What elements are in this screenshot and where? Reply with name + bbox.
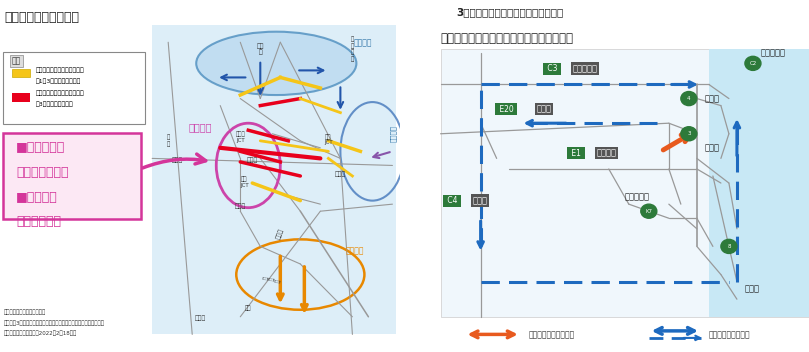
Text: 都
夫: 都 夫	[167, 135, 170, 147]
Circle shape	[721, 239, 737, 253]
Bar	[12, 69, 30, 77]
Text: 首都圏ネットワークを活用したう回の事例: 首都圏ネットワークを活用したう回の事例	[441, 32, 574, 45]
Text: 中央道: 中央道	[536, 105, 552, 114]
Text: K7: K7	[646, 209, 652, 214]
Text: 東京外環道: 東京外環道	[573, 64, 598, 73]
Text: 新宿線: 新宿線	[705, 94, 720, 103]
FancyBboxPatch shape	[152, 25, 396, 334]
Text: 技術検討委員会（2022年2月18日）: 技術検討委員会（2022年2月18日）	[4, 331, 77, 337]
Text: 新宿線: 新宿線	[247, 157, 258, 163]
Text: 東側区間: 東側区間	[390, 125, 396, 142]
Text: 8: 8	[727, 244, 731, 249]
Text: 機能強化工事実施範囲: 機能強化工事実施範囲	[529, 330, 575, 339]
Text: 湾岸線: 湾岸線	[745, 284, 760, 293]
Text: 西側区間: 西側区間	[188, 122, 212, 132]
Text: 3: 3	[687, 131, 691, 136]
Text: 渋谷線: 渋谷線	[705, 143, 720, 152]
Text: 春
日
部
線: 春 日 部 線	[351, 37, 354, 62]
FancyBboxPatch shape	[2, 133, 142, 219]
FancyBboxPatch shape	[2, 52, 146, 124]
Text: E1: E1	[569, 149, 583, 158]
Text: 北線: 北線	[245, 305, 252, 311]
Text: 北側区間: 北側区間	[354, 39, 372, 48]
Text: ■渋滞発生: ■渋滞発生	[16, 191, 57, 203]
Text: 交通量が多い: 交通量が多い	[16, 166, 69, 179]
Text: 横浜北西線: 横浜北西線	[625, 193, 650, 202]
Text: 中央環状線: 中央環状線	[761, 48, 786, 57]
Text: ■昼夜問わず: ■昼夜問わず	[16, 142, 66, 154]
Text: 平常時でも混雑している区間: 平常時でも混雑している区間	[36, 90, 85, 96]
Circle shape	[641, 204, 657, 218]
Text: 北西線: 北西線	[195, 316, 205, 321]
Text: C4: C4	[445, 196, 460, 205]
FancyBboxPatch shape	[709, 49, 809, 317]
Circle shape	[681, 92, 697, 106]
Text: （3時間／日　以上）: （3時間／日 以上）	[36, 101, 74, 107]
Text: 西新宿
JCT: 西新宿 JCT	[235, 132, 245, 143]
Text: 第3回首都高速道路の大規模更新・修繕及び機能強化に関する: 第3回首都高速道路の大規模更新・修繕及び機能強化に関する	[4, 320, 105, 326]
Text: 東名高速: 東名高速	[597, 149, 616, 158]
Text: 大橋
JCT: 大橋 JCT	[240, 176, 248, 188]
Text: 箱崎
JCT: 箱崎 JCT	[324, 134, 332, 145]
Text: 横
羽
線: 横 羽 線	[263, 276, 282, 283]
FancyBboxPatch shape	[441, 49, 809, 317]
Text: 圏央道: 圏央道	[472, 196, 488, 205]
Text: 区間別渋滞発生時間図: 区間別渋滞発生時間図	[4, 11, 79, 24]
Ellipse shape	[197, 32, 357, 95]
Text: 出典：首都高速道路株式会社: 出典：首都高速道路株式会社	[4, 310, 46, 315]
Text: C2: C2	[749, 61, 756, 66]
Text: 時間も長い: 時間も長い	[16, 215, 61, 228]
Text: C3: C3	[544, 64, 560, 73]
Text: 4: 4	[687, 96, 691, 101]
Text: 川口
線: 川口 線	[256, 43, 264, 55]
Text: 平常時でも混雑している区間: 平常時でも混雑している区間	[36, 68, 85, 73]
Text: 湾岸線: 湾岸線	[335, 171, 346, 177]
Text: 凡例: 凡例	[12, 56, 21, 65]
Bar	[12, 93, 30, 102]
Circle shape	[745, 56, 761, 70]
Text: 横羽線: 横羽線	[276, 228, 285, 240]
Text: （1〜3時間／日　未満）: （1〜3時間／日 未満）	[36, 78, 82, 84]
Text: E20: E20	[497, 105, 516, 114]
Text: 渋谷線: 渋谷線	[235, 203, 246, 209]
Text: 3号線で機能強化工事を実施する際の: 3号線で機能強化工事を実施する際の	[456, 7, 564, 17]
Text: 中央道: 中央道	[172, 157, 184, 163]
Circle shape	[681, 127, 697, 141]
Text: 南側区間: 南側区間	[346, 246, 364, 256]
Text: 工事実施時のう回路: 工事実施時のう回路	[709, 330, 751, 339]
